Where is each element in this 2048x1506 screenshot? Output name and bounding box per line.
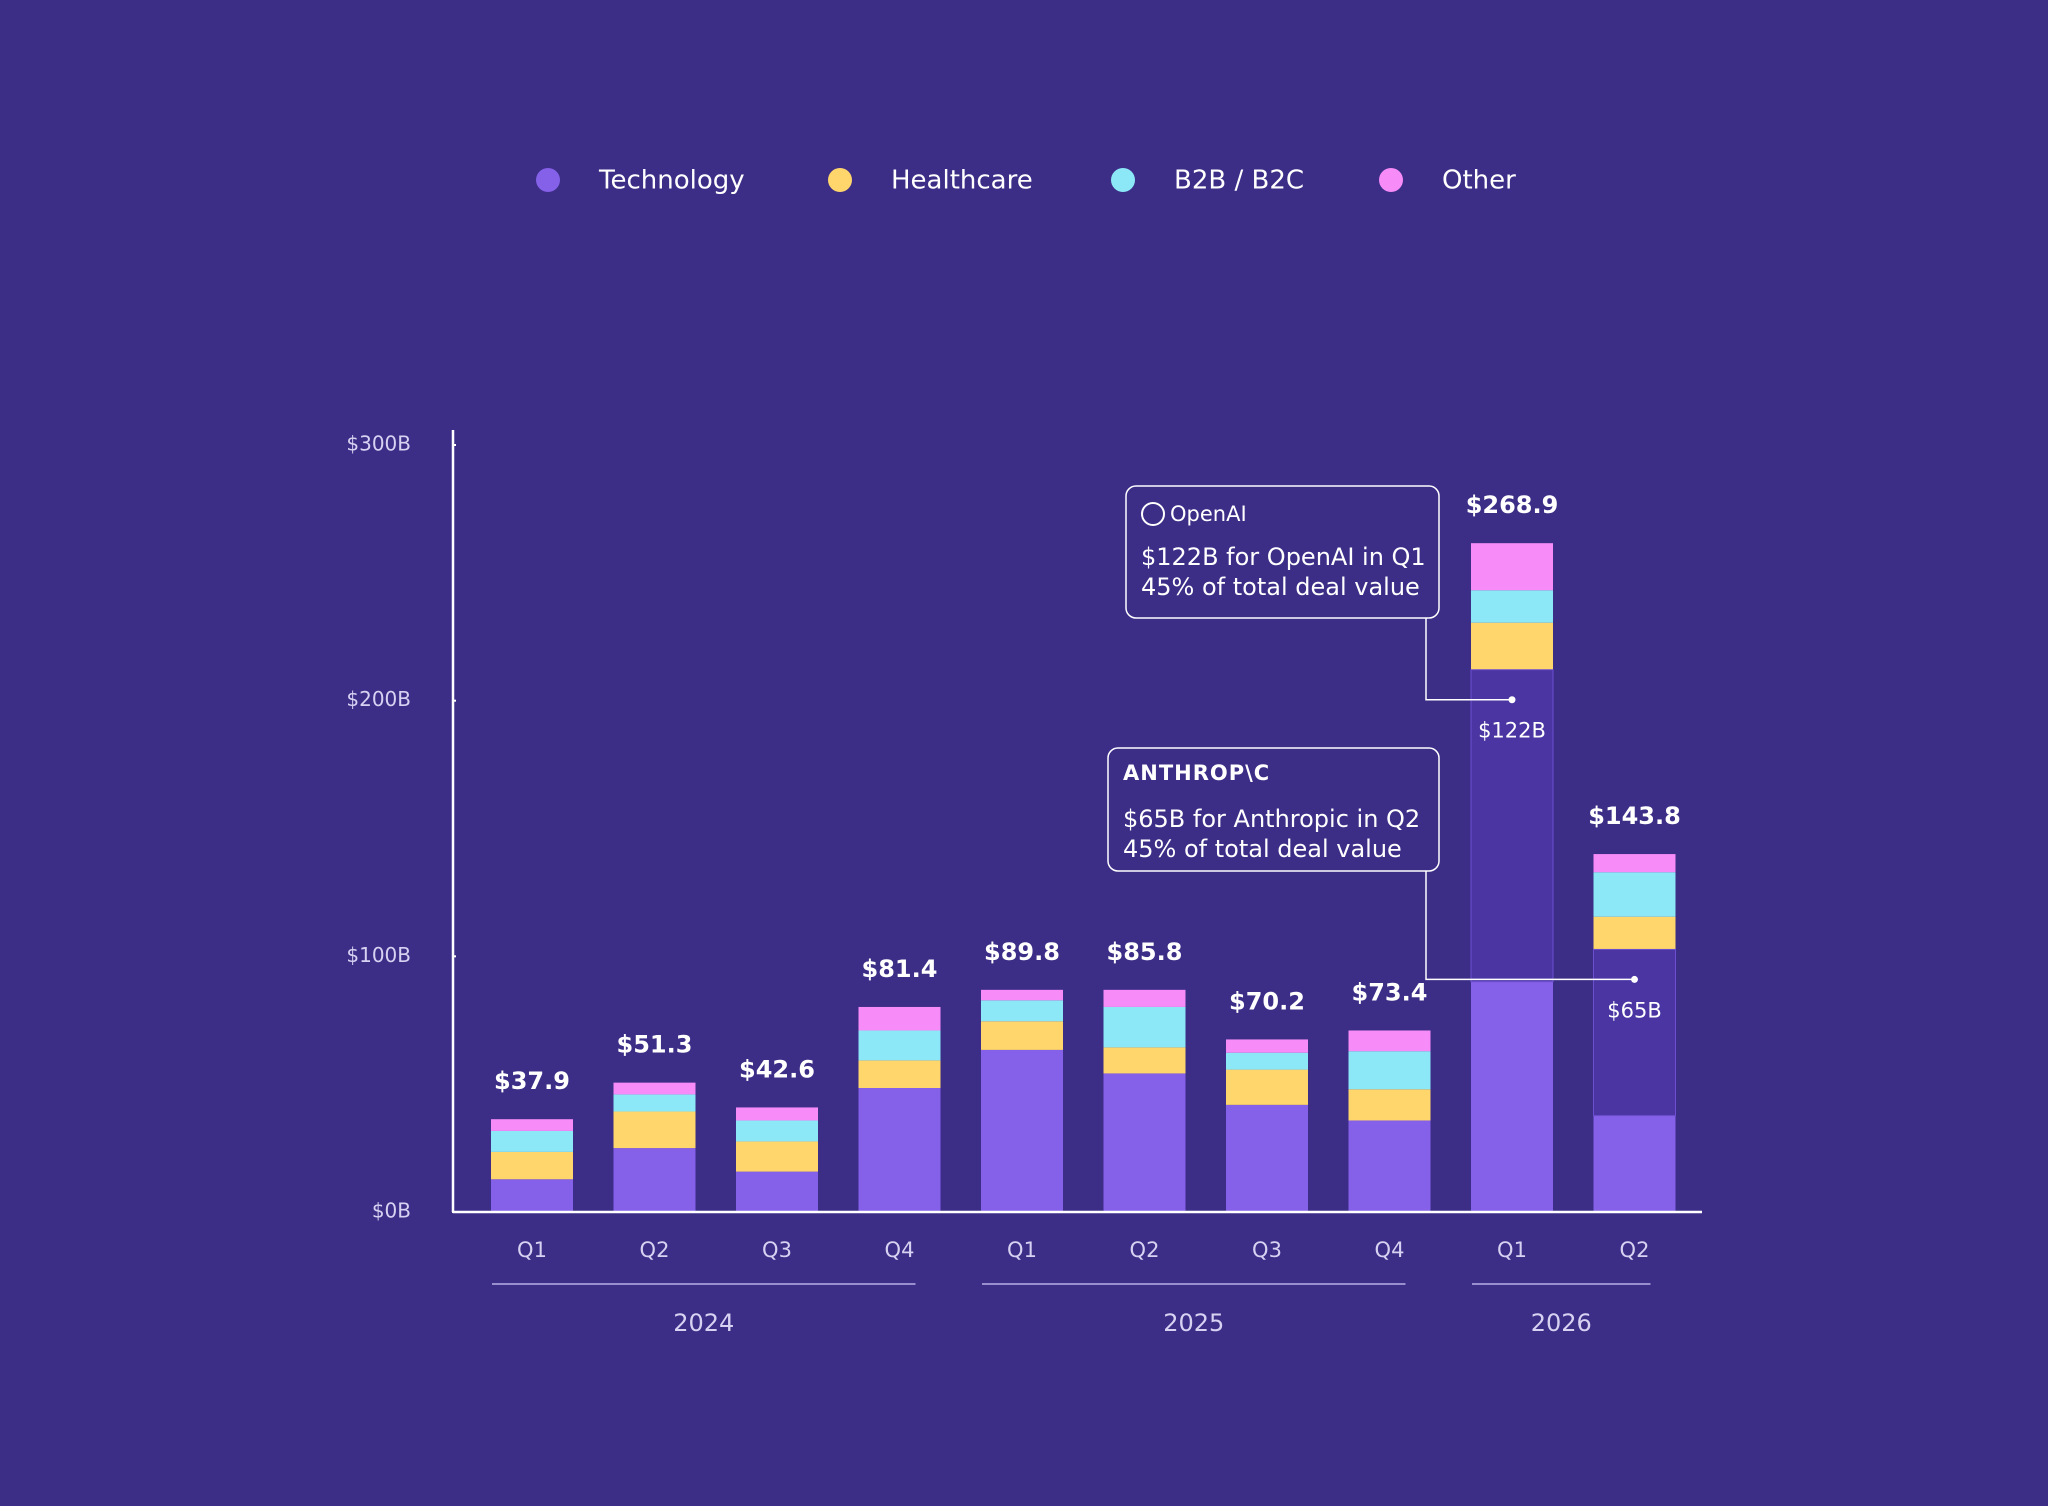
bar-segment [858, 1088, 941, 1212]
bar-segment [1226, 1039, 1308, 1053]
legend-marker [828, 168, 852, 192]
bar-segment [491, 1179, 573, 1212]
bar-segment [736, 1120, 818, 1142]
bar-segment [1348, 1051, 1431, 1090]
x-tick-label: Q4 [1375, 1238, 1405, 1262]
bar-segment [613, 1148, 696, 1212]
total-label: $89.8 [984, 938, 1060, 966]
bar-segment [1348, 1089, 1431, 1121]
x-tick-label: Q4 [885, 1238, 915, 1262]
connector-dot [1508, 696, 1516, 704]
x-tick-label: Q1 [1007, 1238, 1037, 1262]
x-tick-label: Q1 [517, 1238, 547, 1262]
total-label: $51.3 [617, 1031, 693, 1059]
y-tick-label: $0B [372, 1199, 411, 1223]
bar-segment [491, 1119, 573, 1131]
bar-segment [491, 1151, 573, 1180]
bar-segment [1593, 872, 1676, 917]
bar-segment [1471, 590, 1553, 623]
x-tick-label: Q3 [1252, 1238, 1282, 1262]
y-tick-label: $100B [346, 943, 411, 967]
bar-segment [1593, 854, 1676, 873]
legend-label: B2B / B2C [1174, 166, 1304, 196]
annotation-box [1125, 485, 1440, 619]
y-tick-label: $300B [346, 432, 411, 456]
connector-dot [1631, 975, 1638, 983]
connector [1425, 871, 1635, 981]
total-label: $37.9 [494, 1067, 570, 1095]
total-label: $81.4 [862, 955, 938, 983]
x-tick-label: Q2 [1620, 1238, 1650, 1262]
bar-segment [736, 1107, 818, 1121]
total-label: $85.8 [1107, 938, 1183, 966]
legend-marker [1379, 168, 1403, 192]
annotation-text: 45% of total deal value [1141, 573, 1420, 601]
bar-segment [613, 1082, 696, 1095]
bar-segment [1348, 1030, 1431, 1052]
logo-text: ANTHROP\C [1123, 761, 1270, 785]
annotation-text: $65B for Anthropic in Q2 [1123, 805, 1420, 833]
bar-segment [1471, 622, 1553, 670]
total-label: $70.2 [1229, 987, 1305, 1015]
total-label: $73.4 [1352, 978, 1428, 1006]
legend-marker [536, 168, 560, 192]
y-tick-label: $200B [346, 687, 411, 711]
connector [1425, 618, 1512, 701]
bar-segment [1103, 1006, 1186, 1048]
bar-segment [858, 1030, 941, 1061]
logo-icon [1141, 502, 1165, 526]
bar-segment [1226, 1069, 1308, 1105]
bar-segment [981, 989, 1063, 1001]
bar-segment [858, 1060, 941, 1089]
bar-segment [1103, 1047, 1186, 1074]
group-label: 2024 [673, 1309, 734, 1337]
bar-segment [1348, 1120, 1431, 1212]
bar-segment [736, 1171, 818, 1212]
bar-segment [981, 1049, 1063, 1212]
x-tick-label: Q3 [762, 1238, 792, 1262]
bar-segment [981, 1000, 1063, 1022]
group-label: 2026 [1531, 1309, 1592, 1337]
highlight [1470, 669, 1554, 983]
total-label: $42.6 [739, 1055, 815, 1083]
legend-marker [1111, 168, 1135, 192]
bar-segment [858, 1006, 941, 1031]
legend-label: Healthcare [891, 166, 1033, 196]
bar-segment [613, 1111, 696, 1149]
bar-segment [1471, 543, 1553, 591]
bar-segment [491, 1130, 573, 1152]
bar-segment [736, 1141, 818, 1172]
logo-text: OpenAI [1170, 502, 1247, 526]
highlight-label: $65B [1607, 998, 1662, 1022]
bar-segment [1103, 1073, 1186, 1212]
legend-label: Technology [598, 166, 745, 196]
total-label: $268.9 [1466, 491, 1559, 519]
bar-segment [981, 1021, 1063, 1050]
highlight [1593, 948, 1676, 1117]
bar-segment [1226, 1052, 1308, 1070]
annotation-box [1107, 747, 1440, 872]
x-tick-label: Q2 [1130, 1238, 1160, 1262]
bar-segment [1103, 989, 1186, 1007]
annotation-text: 45% of total deal value [1123, 835, 1402, 863]
legend-label: Other [1442, 166, 1516, 196]
annotation-text: $122B for OpenAI in Q1 [1141, 543, 1426, 571]
x-tick-label: Q2 [640, 1238, 670, 1262]
highlight-label: $122B [1478, 719, 1546, 743]
group-label: 2025 [1163, 1309, 1224, 1337]
x-tick-label: Q1 [1497, 1238, 1527, 1262]
total-label: $143.8 [1588, 802, 1681, 830]
bar-segment [1226, 1104, 1308, 1212]
bar-segment [613, 1094, 696, 1112]
bar-segment [1593, 916, 1676, 950]
